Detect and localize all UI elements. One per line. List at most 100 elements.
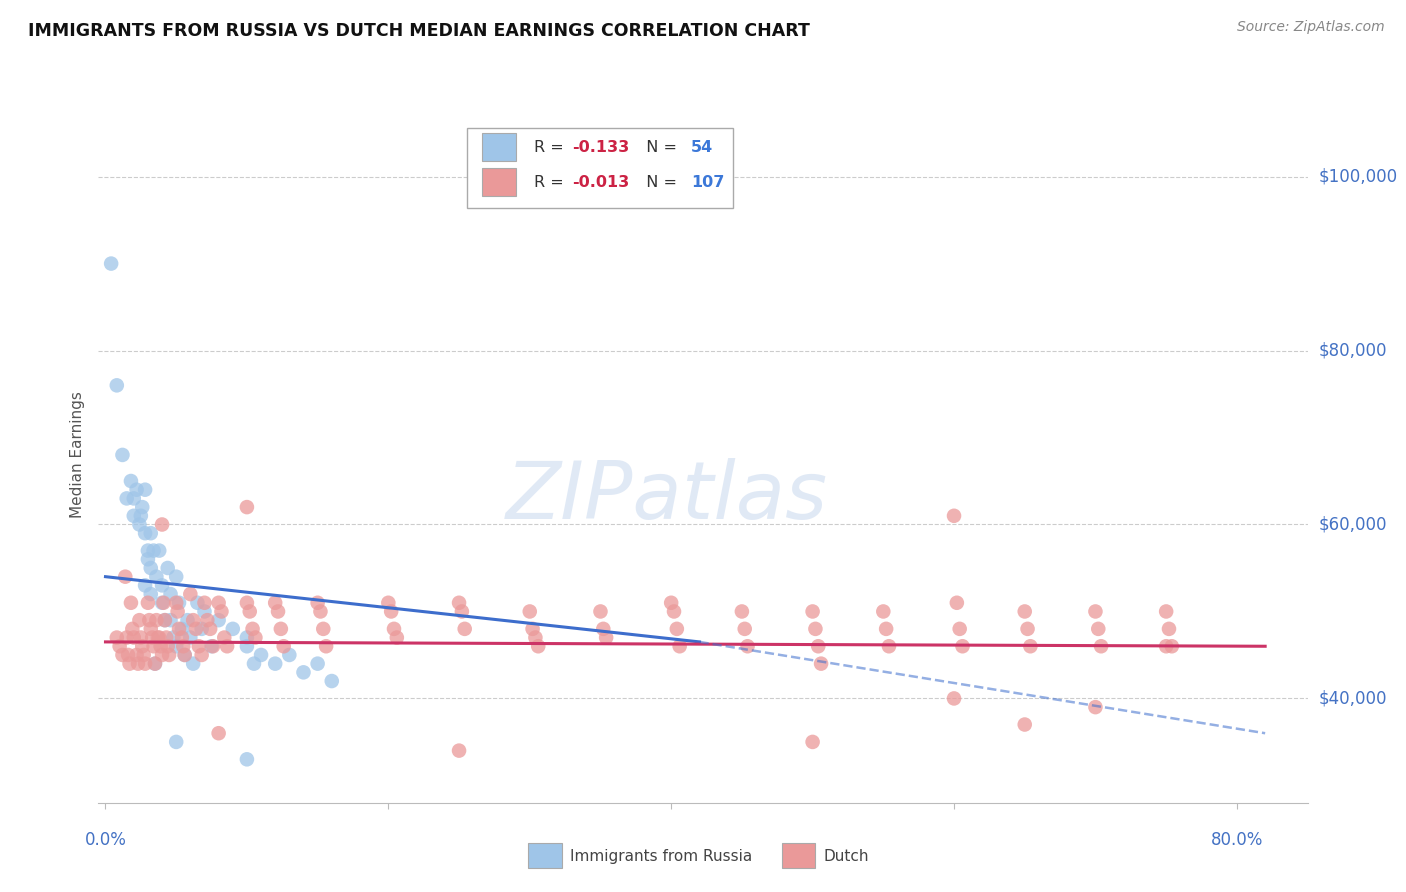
- Text: -0.133: -0.133: [572, 140, 630, 155]
- Point: [146, 631, 169, 645]
- Point: [665, 622, 688, 636]
- Point: [159, 587, 181, 601]
- Point: [131, 639, 153, 653]
- Point: [447, 744, 470, 758]
- Point: [312, 622, 335, 636]
- Point: [385, 631, 408, 645]
- Point: [165, 639, 187, 653]
- Point: [139, 587, 162, 601]
- Point: [122, 508, 145, 523]
- Point: [176, 613, 198, 627]
- Point: [214, 631, 236, 645]
- Point: [170, 631, 193, 645]
- Point: [447, 596, 470, 610]
- Point: [321, 674, 343, 689]
- Point: [114, 570, 136, 584]
- Point: [1087, 622, 1109, 636]
- Point: [145, 570, 167, 584]
- Point: [134, 657, 156, 671]
- Point: [134, 526, 156, 541]
- Point: [167, 622, 190, 636]
- Point: [184, 622, 207, 636]
- Point: [519, 605, 541, 619]
- Point: [179, 631, 201, 645]
- Point: [195, 613, 218, 627]
- Point: [236, 752, 259, 766]
- Point: [377, 596, 399, 610]
- Point: [522, 622, 544, 636]
- Point: [810, 657, 832, 671]
- Point: [236, 639, 259, 653]
- Text: Immigrants from Russia: Immigrants from Russia: [569, 849, 752, 863]
- Point: [1019, 639, 1042, 653]
- Point: [454, 622, 477, 636]
- Point: [136, 596, 159, 610]
- Point: [292, 665, 315, 680]
- Point: [193, 605, 215, 619]
- Point: [181, 613, 204, 627]
- Point: [122, 631, 145, 645]
- Point: [120, 596, 142, 610]
- Point: [668, 639, 690, 653]
- Point: [207, 613, 229, 627]
- Point: [172, 639, 194, 653]
- Text: R =: R =: [534, 140, 568, 155]
- Point: [267, 605, 290, 619]
- Point: [207, 726, 229, 740]
- FancyBboxPatch shape: [467, 128, 734, 208]
- Point: [150, 596, 173, 610]
- Point: [105, 378, 128, 392]
- Point: [125, 648, 148, 662]
- Point: [273, 639, 295, 653]
- Point: [1154, 605, 1177, 619]
- Point: [150, 517, 173, 532]
- Point: [1160, 639, 1182, 653]
- Point: [141, 631, 163, 645]
- Point: [801, 605, 824, 619]
- Point: [952, 639, 974, 653]
- Point: [134, 483, 156, 497]
- Point: [117, 648, 139, 662]
- Point: [132, 648, 155, 662]
- Point: [307, 657, 329, 671]
- Text: $60,000: $60,000: [1319, 516, 1388, 533]
- Point: [380, 605, 402, 619]
- Point: [162, 631, 184, 645]
- Text: N =: N =: [637, 140, 683, 155]
- Text: Source: ZipAtlas.com: Source: ZipAtlas.com: [1237, 20, 1385, 34]
- Point: [157, 648, 180, 662]
- Point: [943, 508, 966, 523]
- Point: [659, 596, 682, 610]
- Point: [127, 657, 149, 671]
- Point: [1084, 700, 1107, 714]
- Point: [128, 613, 150, 627]
- Point: [250, 648, 273, 662]
- Text: R =: R =: [534, 175, 568, 190]
- Point: [270, 622, 292, 636]
- Point: [128, 517, 150, 532]
- Point: [946, 596, 969, 610]
- Point: [179, 587, 201, 601]
- Point: [875, 622, 897, 636]
- Text: 0.0%: 0.0%: [84, 830, 127, 848]
- Point: [243, 657, 266, 671]
- Point: [111, 648, 134, 662]
- Point: [165, 596, 187, 610]
- Point: [181, 657, 204, 671]
- Point: [186, 596, 208, 610]
- Point: [173, 648, 195, 662]
- Bar: [482, 169, 516, 196]
- Point: [156, 561, 179, 575]
- Point: [139, 622, 162, 636]
- Point: [239, 605, 262, 619]
- Text: N =: N =: [637, 175, 683, 190]
- Point: [731, 605, 754, 619]
- Point: [804, 622, 827, 636]
- Point: [236, 596, 259, 610]
- Point: [264, 657, 287, 671]
- Point: [872, 605, 894, 619]
- Point: [307, 596, 329, 610]
- Point: [264, 596, 287, 610]
- Bar: [482, 134, 516, 161]
- Text: $100,000: $100,000: [1319, 168, 1398, 186]
